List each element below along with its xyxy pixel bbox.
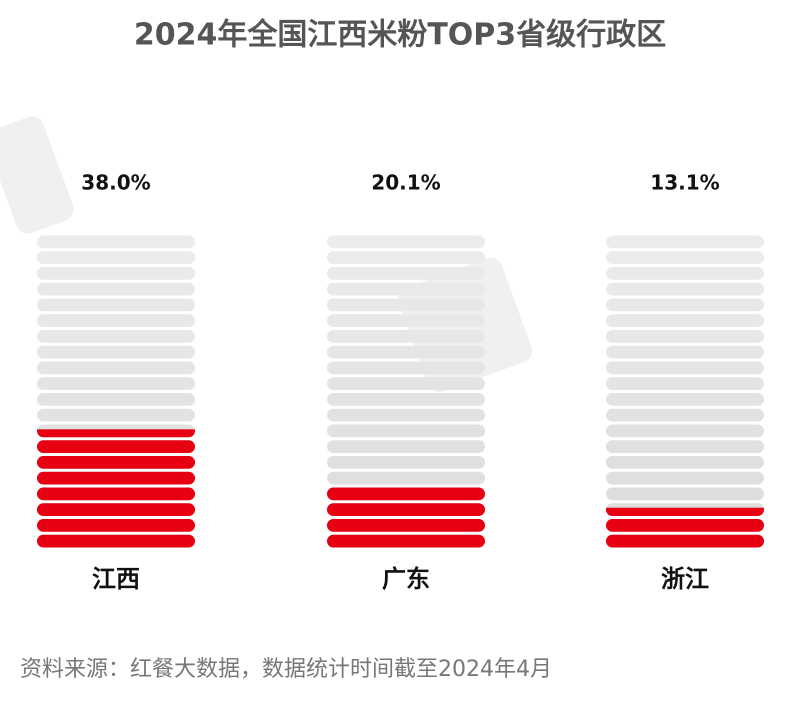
- pill: [606, 361, 764, 375]
- pill: [327, 235, 485, 249]
- pill: [606, 471, 764, 485]
- pill: [327, 361, 485, 375]
- pill: [606, 440, 764, 453]
- pill: [327, 471, 485, 485]
- pill: [606, 487, 764, 501]
- pill: [37, 330, 195, 343]
- pill: [327, 251, 485, 264]
- pill: [327, 440, 485, 453]
- pill: [606, 235, 764, 249]
- pill: [606, 298, 764, 312]
- pill: [327, 282, 485, 296]
- pill: [327, 314, 485, 327]
- pill: [327, 345, 485, 359]
- pill: [606, 377, 764, 390]
- pill: [606, 251, 764, 264]
- pill: [37, 345, 195, 359]
- pill: [37, 235, 195, 249]
- value-label: 38.0%: [81, 171, 150, 195]
- category-label: 江西: [92, 565, 140, 593]
- pill: [37, 393, 195, 406]
- pill: [606, 456, 764, 469]
- pill: [606, 282, 764, 296]
- pill: [606, 345, 764, 359]
- value-label: 20.1%: [371, 171, 440, 195]
- pill: [37, 377, 195, 390]
- category-label: 浙江: [661, 565, 709, 593]
- value-label: 13.1%: [650, 171, 719, 195]
- pill: [37, 314, 195, 327]
- source-note: 资料来源：红餐大数据，数据统计时间截至2024年4月: [20, 657, 552, 682]
- bar: [37, 429, 195, 548]
- pill: [327, 393, 485, 406]
- pill: [606, 267, 764, 280]
- pill: [327, 424, 485, 438]
- pill: [37, 361, 195, 375]
- pill: [327, 408, 485, 422]
- pill: [606, 424, 764, 438]
- chart-title: 2024年全国江西米粉TOP3省级行政区: [134, 18, 666, 53]
- bar: [606, 507, 764, 548]
- category-label: 广东: [382, 565, 430, 593]
- pill: [37, 298, 195, 312]
- pill: [37, 267, 195, 280]
- pill: [327, 267, 485, 280]
- pill: [327, 377, 485, 390]
- pill: [37, 251, 195, 264]
- pill: [606, 393, 764, 406]
- pill: [37, 408, 195, 422]
- pill: [327, 330, 485, 343]
- pill: [606, 408, 764, 422]
- pill: [37, 282, 195, 296]
- pill: [327, 456, 485, 469]
- pill: [606, 314, 764, 327]
- bar: [327, 485, 485, 548]
- pill: [606, 330, 764, 343]
- pill: [327, 298, 485, 312]
